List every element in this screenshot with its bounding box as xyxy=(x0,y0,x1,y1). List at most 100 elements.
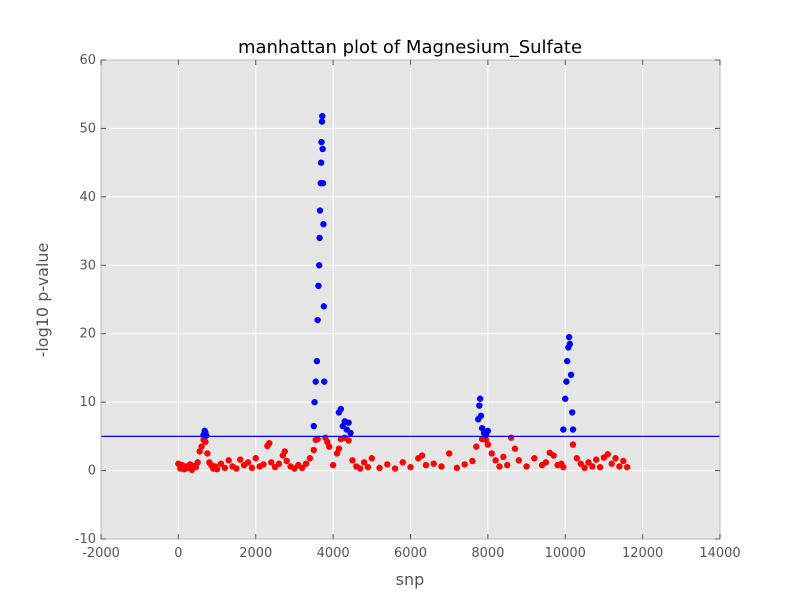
data-point xyxy=(418,452,426,459)
data-point xyxy=(320,303,328,310)
data-point xyxy=(321,378,328,385)
data-point xyxy=(569,441,577,448)
data-point xyxy=(217,460,225,467)
data-point xyxy=(384,461,391,468)
data-point xyxy=(560,426,567,433)
data-point xyxy=(563,357,571,365)
data-point xyxy=(314,435,321,443)
data-point xyxy=(349,457,356,464)
y-tick-label: 10 xyxy=(79,395,96,410)
data-point xyxy=(461,461,468,468)
data-point xyxy=(364,463,372,471)
data-point xyxy=(326,443,333,450)
data-point xyxy=(488,450,495,457)
data-point xyxy=(233,465,240,472)
data-point xyxy=(315,282,322,290)
data-point xyxy=(550,452,557,459)
y-tick-label: -10 xyxy=(75,532,96,547)
data-point xyxy=(593,456,600,463)
data-point xyxy=(360,459,368,466)
data-point xyxy=(194,459,201,466)
data-point xyxy=(333,450,341,457)
data-point xyxy=(275,460,283,467)
data-point xyxy=(345,419,352,426)
data-point xyxy=(281,448,288,455)
data-point xyxy=(566,340,574,348)
data-point xyxy=(329,461,337,469)
data-point xyxy=(283,457,290,465)
data-point xyxy=(316,207,324,214)
data-point xyxy=(478,424,486,432)
data-point xyxy=(438,463,445,470)
data-point xyxy=(620,457,627,465)
data-point xyxy=(203,432,210,439)
data-point xyxy=(445,450,453,457)
data-point xyxy=(244,459,252,466)
data-point xyxy=(531,455,538,462)
data-point xyxy=(484,427,492,435)
data-point xyxy=(511,445,519,452)
data-point xyxy=(314,316,321,324)
data-point xyxy=(482,436,490,443)
data-point xyxy=(316,234,323,242)
y-tick-label: 30 xyxy=(79,258,96,273)
data-point xyxy=(608,460,615,467)
data-point xyxy=(581,464,588,472)
y-tick-label: 60 xyxy=(79,53,96,68)
data-point xyxy=(202,438,209,446)
x-axis-label: snp xyxy=(396,570,425,589)
data-point xyxy=(569,409,576,416)
x-tick-label: 6000 xyxy=(394,546,427,561)
data-point xyxy=(563,378,570,385)
data-point xyxy=(196,448,203,455)
data-point xyxy=(368,455,376,462)
data-point xyxy=(221,464,228,472)
x-tick-label: 4000 xyxy=(317,546,350,561)
data-point xyxy=(313,357,321,365)
x-tick-label: 12000 xyxy=(622,546,663,561)
data-point xyxy=(469,457,476,465)
data-point xyxy=(324,438,331,446)
data-point xyxy=(569,426,577,433)
data-point xyxy=(319,179,327,187)
data-point xyxy=(612,455,619,462)
x-tick-label: 14000 xyxy=(699,546,740,561)
series-layer xyxy=(175,112,631,474)
data-point xyxy=(204,450,211,457)
data-point xyxy=(604,450,612,458)
data-point xyxy=(542,459,550,466)
data-point xyxy=(225,457,232,464)
data-point xyxy=(315,262,323,269)
data-point xyxy=(484,441,492,448)
data-point xyxy=(237,456,244,463)
x-tick-label: 10000 xyxy=(545,546,586,561)
data-point xyxy=(302,460,310,467)
data-point xyxy=(577,460,584,467)
data-point xyxy=(453,464,461,472)
y-tick-label: 0 xyxy=(88,464,96,479)
data-point xyxy=(318,118,326,125)
data-point xyxy=(318,138,325,146)
chart-title: manhattan plot of Magnesium_Sulfate xyxy=(238,37,582,58)
x-tick-label: 8000 xyxy=(471,546,504,561)
data-point xyxy=(335,445,343,452)
data-point xyxy=(347,429,354,437)
data-point xyxy=(523,463,530,470)
data-point xyxy=(198,443,205,450)
data-point xyxy=(567,371,575,378)
data-point xyxy=(213,466,221,473)
data-point xyxy=(319,145,326,153)
data-point xyxy=(565,333,573,341)
data-point xyxy=(585,459,592,466)
y-tick-label: 20 xyxy=(79,327,96,342)
data-point xyxy=(268,459,275,466)
data-point xyxy=(311,398,318,406)
x-tick-label: -2000 xyxy=(82,546,120,561)
data-point xyxy=(252,455,259,462)
data-point xyxy=(399,459,406,466)
data-point xyxy=(515,457,523,464)
data-point xyxy=(248,464,256,472)
data-point xyxy=(492,457,499,464)
data-point xyxy=(260,461,267,468)
